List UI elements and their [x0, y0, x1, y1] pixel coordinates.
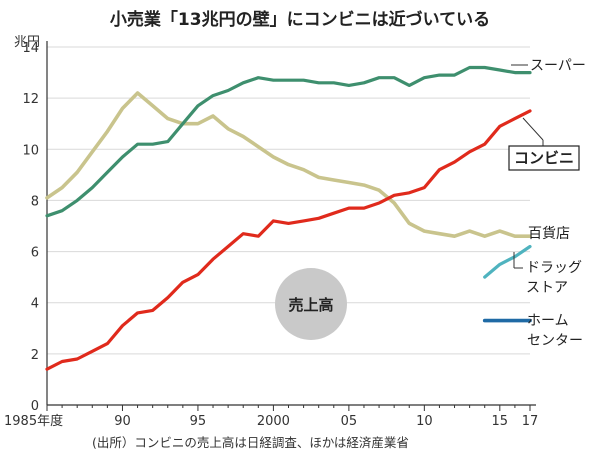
x-tick-label: 1985年度 [4, 413, 63, 429]
x-tick-label: 90 [114, 414, 131, 429]
series-lines [45, 65, 532, 371]
label-conveni: コンビニ [514, 149, 574, 167]
x-tick-label: 15 [492, 414, 509, 429]
y-tick-label: 2 [31, 348, 39, 363]
series-line-3 [483, 244, 532, 279]
y-tick-label: 14 [22, 41, 39, 56]
x-tick-label: 10 [416, 414, 433, 429]
label-super: スーパー [530, 58, 586, 74]
center-badge-circle [275, 268, 347, 340]
center-badge: 売上高 [275, 268, 347, 340]
y-tick-label: 10 [22, 143, 39, 158]
x-tick-label: 17 [522, 414, 539, 429]
x-tick-labels: 1985年度 90 95 2000 05 10 15 17 [4, 413, 538, 429]
y-tick-label: 0 [31, 399, 39, 414]
x-tick-label: 2000 [257, 414, 290, 429]
series-line-2 [45, 91, 532, 238]
axes [46, 41, 536, 411]
series-labels: スーパー コンビニ 百貨店 ドラッグ ストア ホーム センター [508, 58, 586, 349]
y-tick-label: 8 [31, 194, 39, 209]
label-conveni-box [508, 145, 580, 171]
y-tick-label: 6 [31, 246, 39, 261]
series-line-0 [45, 65, 532, 218]
x-tick-label: 05 [341, 414, 358, 429]
y-tick-labels: 0 2 4 6 8 10 12 14 [22, 41, 39, 414]
label-drug-line1: ドラッグ [526, 260, 582, 276]
label-dept: 百貨店 [528, 225, 570, 242]
chart-title: 小売業「13兆円の壁」にコンビニは近づいている [110, 9, 490, 30]
y-tick-label: 4 [31, 297, 39, 312]
center-badge-label: 売上高 [288, 296, 333, 314]
x-tick-label: 95 [190, 414, 207, 429]
source-note: (出所）コンビニの売上高は日経調査、ほかは経済産業省 [92, 435, 409, 450]
y-axis-unit-label: 兆円 [14, 35, 40, 50]
label-home-line1: ホーム [527, 313, 569, 329]
y-tick-label: 12 [22, 92, 39, 107]
series-line-1 [45, 109, 532, 371]
leader-conveni [522, 117, 544, 141]
label-home-line2: センター [527, 333, 583, 349]
label-drug-line2: ストア [526, 280, 568, 296]
